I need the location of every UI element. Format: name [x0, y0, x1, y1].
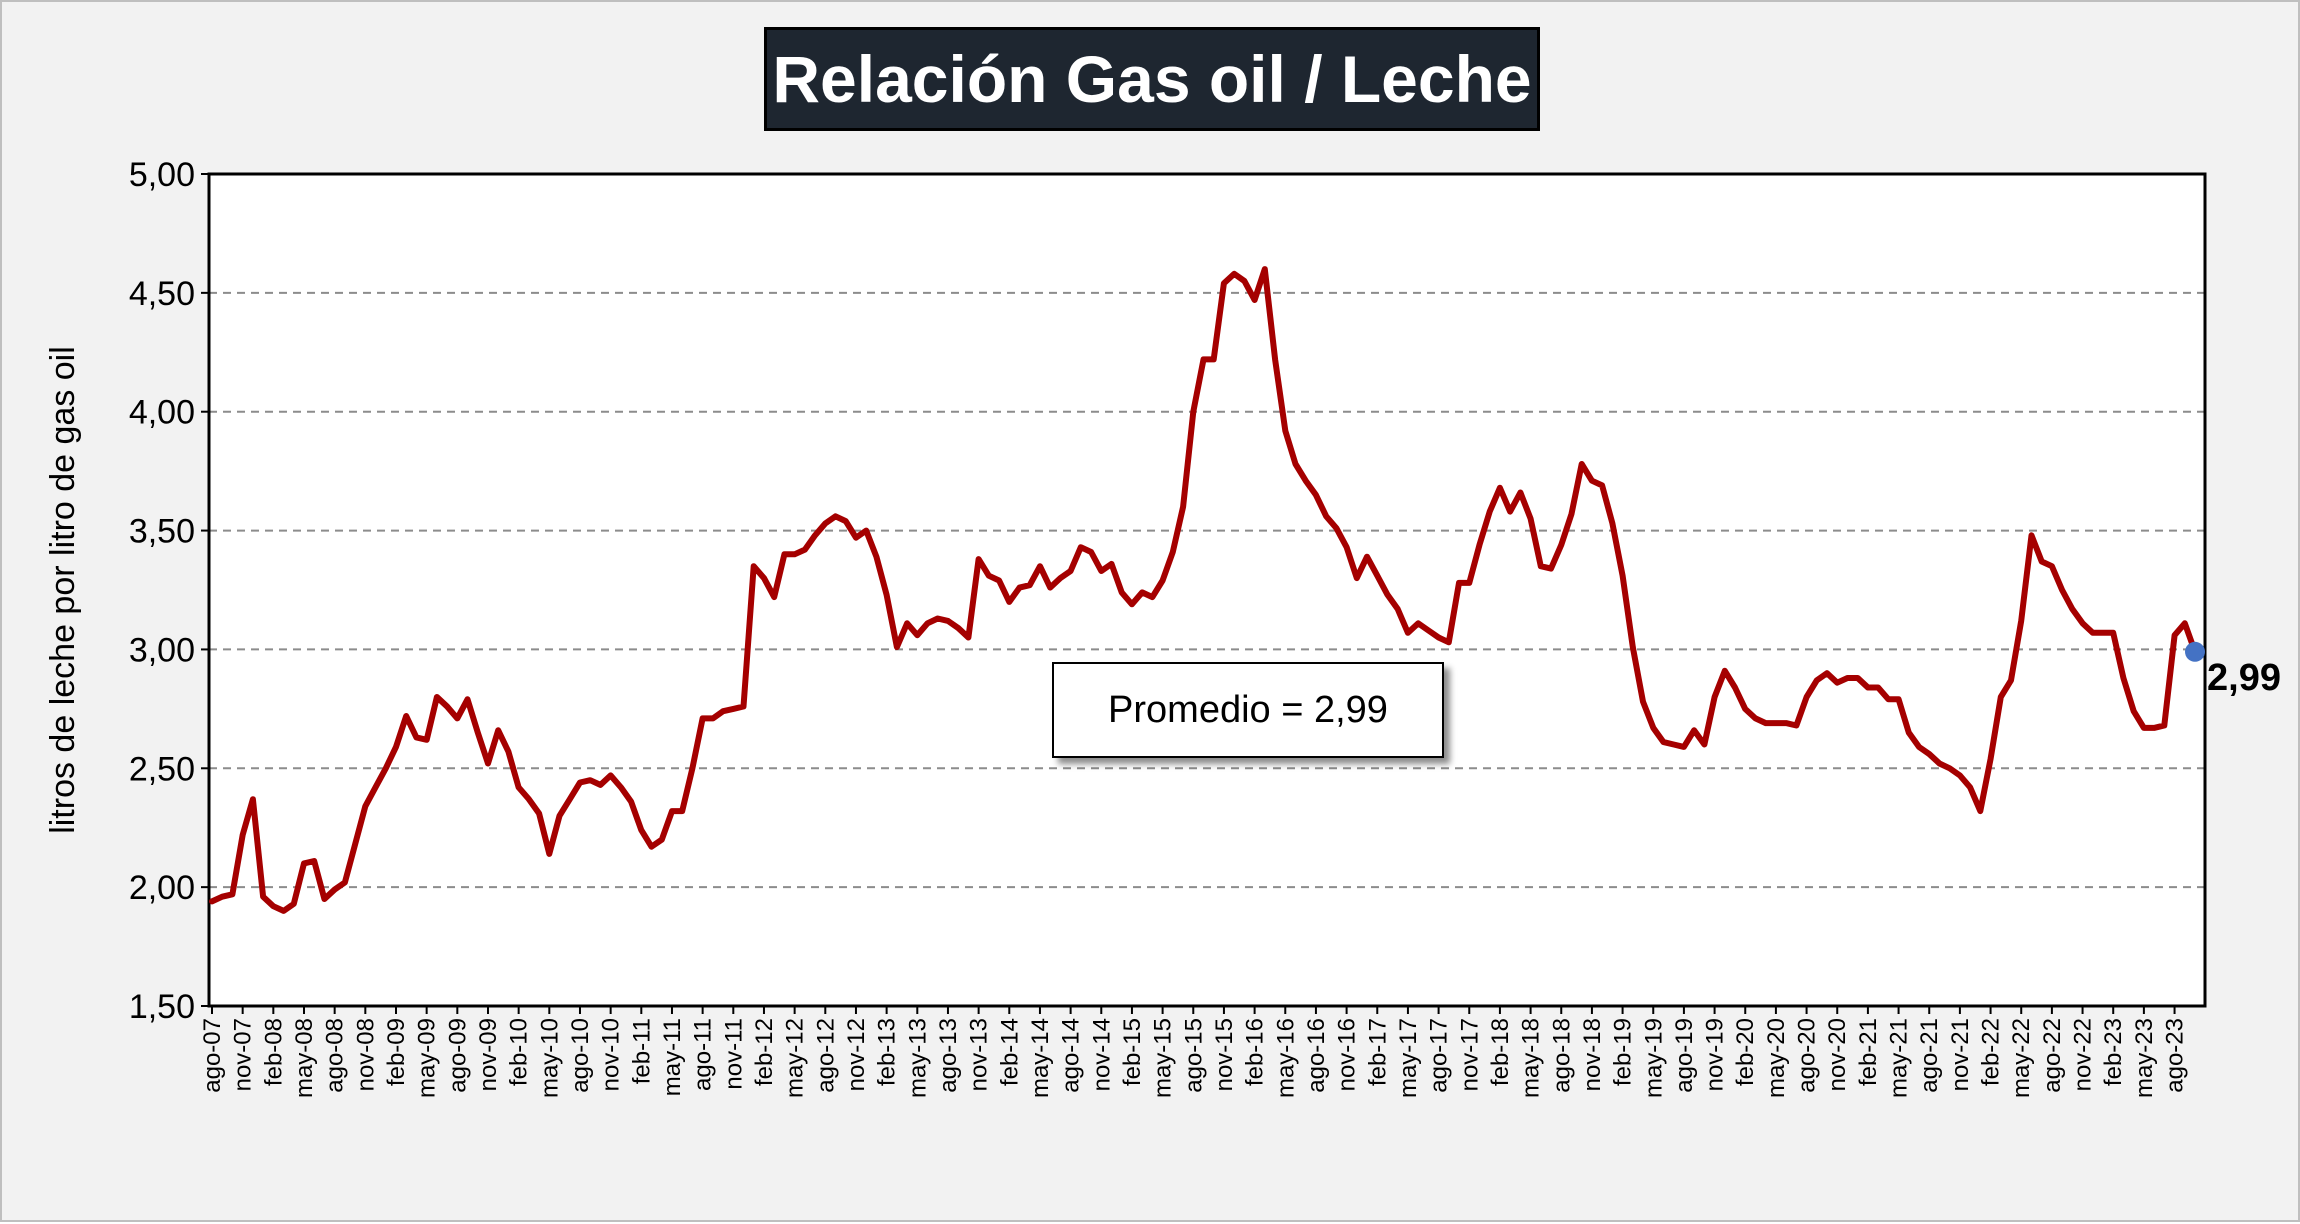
y-tick-label: 4,00 — [129, 394, 195, 432]
x-tick-label: nov-19 — [1702, 1018, 1729, 1091]
x-tick-label: nov-07 — [230, 1018, 257, 1091]
x-tick-label: feb-18 — [1487, 1018, 1514, 1086]
x-tick-label: feb-08 — [260, 1018, 287, 1086]
x-tick-label: feb-17 — [1364, 1018, 1391, 1086]
y-tick-label: 3,00 — [129, 631, 195, 669]
x-tick-label: nov-18 — [1579, 1018, 1606, 1091]
x-tick-label: ago-23 — [2162, 1018, 2189, 1093]
x-tick-label: nov-21 — [1947, 1018, 1974, 1091]
last-value-label: 2,99 — [2207, 657, 2281, 699]
x-tick-label: ago-19 — [1671, 1018, 1698, 1093]
x-tick-label: nov-15 — [1211, 1018, 1238, 1091]
x-tick-label: ago-22 — [2039, 1018, 2066, 1093]
plot-area — [209, 174, 2205, 1006]
x-tick-label: may-20 — [1763, 1018, 1790, 1098]
x-tick-label: ago-18 — [1548, 1018, 1575, 1093]
x-tick-label: ago-13 — [935, 1018, 962, 1093]
x-tick-label: feb-19 — [1610, 1018, 1637, 1086]
x-tick-label: ago-09 — [444, 1018, 471, 1093]
last-point-marker — [2185, 641, 2205, 662]
y-tick-label: 3,50 — [129, 513, 195, 551]
x-tick-label: ago-17 — [1426, 1018, 1453, 1093]
x-tick-label: may-23 — [2131, 1018, 2158, 1098]
gridlines — [209, 291, 2205, 889]
x-tick-label: nov-08 — [352, 1018, 379, 1091]
x-tick-label: nov-20 — [1824, 1018, 1851, 1091]
x-tick-label: may-13 — [904, 1018, 931, 1098]
x-tick-label: ago-12 — [812, 1018, 839, 1093]
x-tick-label: feb-10 — [506, 1018, 533, 1086]
chart-title: Relación Gas oil / Leche — [764, 27, 1540, 131]
x-tick-label: ago-08 — [322, 1018, 349, 1093]
x-tick-label: feb-11 — [628, 1018, 655, 1084]
x-tick-label: feb-13 — [874, 1018, 901, 1086]
y-tick-label: 4,50 — [129, 275, 195, 313]
x-tick-label: may-17 — [1395, 1018, 1422, 1098]
x-tick-label: nov-22 — [2070, 1018, 2097, 1091]
y-axis-title: litros de leche por litro de gas oil — [44, 346, 82, 834]
average-annotation: Promedio = 2,99 — [1052, 662, 1444, 758]
x-tick-label: ago-11 — [690, 1018, 717, 1091]
x-tick-label: feb-20 — [1732, 1018, 1759, 1086]
x-tick-label: ago-20 — [1794, 1018, 1821, 1093]
x-tick-label: feb-09 — [383, 1018, 410, 1086]
x-tick-label: feb-22 — [1978, 1018, 2005, 1086]
x-tick-label: may-11 — [659, 1018, 686, 1096]
x-tick-label: nov-10 — [598, 1018, 625, 1091]
x-tick-label: ago-07 — [199, 1018, 226, 1093]
x-tick-label: nov-14 — [1088, 1018, 1115, 1091]
y-tick-label: 5,00 — [129, 156, 195, 194]
y-tick-label: 2,50 — [129, 750, 195, 788]
y-tick-label: 2,00 — [129, 869, 195, 907]
series-line — [209, 266, 2198, 914]
x-tick-label: feb-16 — [1242, 1018, 1269, 1086]
y-axis-ticks: 1,50 2,00 2,50 3,00 3,50 4,00 4,50 5,00 — [129, 156, 209, 1026]
x-tick-label: may-10 — [536, 1018, 563, 1098]
x-tick-label: may-15 — [1150, 1018, 1177, 1098]
x-tick-label: nov-12 — [843, 1018, 870, 1091]
x-tick-label: feb-15 — [1119, 1018, 1146, 1086]
x-tick-label: nov-09 — [475, 1018, 502, 1091]
x-tick-label: may-19 — [1640, 1018, 1667, 1098]
x-tick-label: feb-12 — [751, 1018, 778, 1086]
x-tick-label: ago-14 — [1058, 1018, 1085, 1093]
x-tick-label: feb-23 — [2100, 1018, 2127, 1086]
x-tick-label: may-08 — [291, 1018, 318, 1098]
x-tick-label: feb-14 — [996, 1018, 1023, 1086]
plot-border — [207, 172, 2207, 1008]
y-tick-label: 1,50 — [129, 988, 195, 1026]
x-tick-label: nov-17 — [1456, 1018, 1483, 1091]
x-tick-label: ago-21 — [1916, 1018, 1943, 1093]
x-tick-label: feb-21 — [1855, 1018, 1882, 1086]
x-tick-label: nov-13 — [966, 1018, 993, 1091]
x-tick-label: may-22 — [2008, 1018, 2035, 1098]
x-tick-label: may-12 — [782, 1018, 809, 1098]
x-tick-label: may-16 — [1272, 1018, 1299, 1098]
x-tick-label: ago-16 — [1303, 1018, 1330, 1093]
x-tick-label: may-14 — [1027, 1018, 1054, 1098]
x-tick-label: may-21 — [1886, 1018, 1913, 1098]
x-tick-label: may-09 — [414, 1018, 441, 1098]
x-tick-label: may-18 — [1518, 1018, 1545, 1098]
x-tick-label: nov-11 — [720, 1018, 747, 1090]
x-tick-label: nov-16 — [1334, 1018, 1361, 1091]
x-tick-label: ago-10 — [567, 1018, 594, 1093]
x-tick-label: ago-15 — [1180, 1018, 1207, 1093]
x-axis-ticks: ago-07 nov-07 feb-08 may-08 ago-08 nov-08 feb-… — [199, 1006, 2189, 1098]
